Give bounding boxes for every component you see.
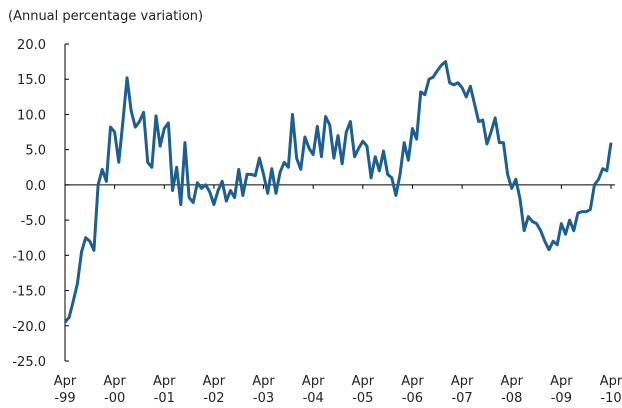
y-tick-label: 5.0 (25, 144, 46, 159)
y-tick-label: 0.0 (25, 179, 46, 194)
x-tick-label: Apr -05 (352, 374, 375, 406)
x-tick-label: Apr -07 (451, 374, 474, 406)
x-tick-label: Apr -09 (550, 374, 573, 406)
y-tick-label: -15.0 (12, 285, 46, 300)
y-tick-label: -25.0 (12, 355, 46, 370)
data-line (63, 60, 613, 324)
y-tick-label: 15.0 (17, 73, 46, 88)
x-tick-label: Apr -00 (103, 374, 126, 406)
y-tick-label: 20.0 (17, 38, 46, 53)
y-tick-label: -10.0 (12, 249, 46, 264)
x-tick-label: Apr -08 (500, 374, 523, 406)
y-tick-label: 10.0 (17, 108, 46, 123)
y-tick-label: -20.0 (12, 320, 46, 335)
y-tick-label: -5.0 (21, 214, 46, 229)
x-tick-label: Apr -10 (600, 374, 622, 406)
x-tick-label: Apr -04 (302, 374, 325, 406)
x-tick-label: Apr -99 (54, 374, 77, 406)
x-tick-label: Apr -01 (153, 374, 176, 406)
x-tick-label: Apr -06 (401, 374, 424, 406)
x-tick-label: Apr -02 (203, 374, 226, 406)
x-tick-label: Apr -03 (252, 374, 275, 406)
chart-title: (Annual percentage variation) (8, 9, 203, 24)
